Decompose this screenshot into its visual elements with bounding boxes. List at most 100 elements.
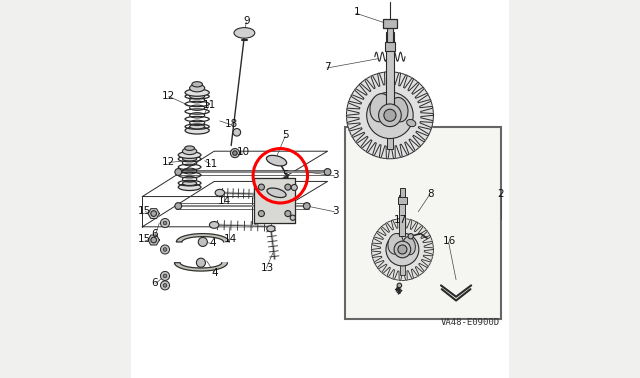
Text: 4: 4 xyxy=(212,268,218,278)
Circle shape xyxy=(290,215,296,220)
Bar xyxy=(387,26,393,42)
Ellipse shape xyxy=(179,184,201,191)
Bar xyxy=(399,195,405,236)
Circle shape xyxy=(151,211,157,216)
Text: 5: 5 xyxy=(283,130,289,140)
Circle shape xyxy=(371,218,433,280)
Text: 17: 17 xyxy=(394,215,408,225)
Circle shape xyxy=(161,245,170,254)
Circle shape xyxy=(163,274,167,278)
Text: 3: 3 xyxy=(332,206,339,216)
Circle shape xyxy=(408,234,413,239)
Circle shape xyxy=(230,149,239,158)
Circle shape xyxy=(398,245,407,254)
Polygon shape xyxy=(148,235,159,245)
Text: 18: 18 xyxy=(225,119,239,129)
Ellipse shape xyxy=(267,188,286,198)
Text: 8: 8 xyxy=(427,189,434,199)
Ellipse shape xyxy=(403,237,415,255)
Ellipse shape xyxy=(185,146,195,150)
Bar xyxy=(398,197,407,204)
Circle shape xyxy=(161,281,170,290)
Ellipse shape xyxy=(266,155,287,166)
Text: 12: 12 xyxy=(161,91,175,101)
Polygon shape xyxy=(177,234,229,242)
Polygon shape xyxy=(175,263,227,271)
Circle shape xyxy=(259,184,264,190)
Circle shape xyxy=(151,237,157,243)
Ellipse shape xyxy=(185,89,209,96)
Ellipse shape xyxy=(234,28,255,38)
Text: 14: 14 xyxy=(223,234,237,244)
Bar xyxy=(386,32,394,115)
Ellipse shape xyxy=(179,152,201,158)
Circle shape xyxy=(259,211,264,217)
Ellipse shape xyxy=(189,84,205,92)
Circle shape xyxy=(233,129,241,136)
Ellipse shape xyxy=(209,222,219,228)
Text: 1: 1 xyxy=(353,8,360,17)
Bar xyxy=(400,249,404,275)
Text: 10: 10 xyxy=(237,147,250,157)
Circle shape xyxy=(291,184,298,191)
Circle shape xyxy=(394,241,411,258)
Circle shape xyxy=(163,248,167,251)
Text: 12: 12 xyxy=(161,157,175,167)
Polygon shape xyxy=(371,218,433,280)
Circle shape xyxy=(303,203,310,209)
Circle shape xyxy=(285,211,291,217)
Ellipse shape xyxy=(215,189,225,196)
Text: 2: 2 xyxy=(497,189,504,199)
Polygon shape xyxy=(254,178,296,223)
Ellipse shape xyxy=(406,119,416,127)
Polygon shape xyxy=(148,209,159,218)
Ellipse shape xyxy=(189,124,205,129)
Ellipse shape xyxy=(185,127,209,134)
Bar xyxy=(400,188,404,197)
Ellipse shape xyxy=(370,94,391,122)
Text: 11: 11 xyxy=(205,159,218,169)
Ellipse shape xyxy=(182,181,196,186)
Circle shape xyxy=(233,151,237,155)
Bar xyxy=(387,115,393,149)
Ellipse shape xyxy=(192,82,202,87)
Ellipse shape xyxy=(267,226,275,232)
Circle shape xyxy=(198,237,207,246)
Polygon shape xyxy=(346,72,433,159)
Text: 7: 7 xyxy=(324,62,331,72)
Circle shape xyxy=(384,109,396,121)
Text: 16: 16 xyxy=(443,236,456,246)
Circle shape xyxy=(324,169,331,175)
Text: 6: 6 xyxy=(152,278,158,288)
Text: 6: 6 xyxy=(152,229,158,239)
Circle shape xyxy=(163,221,167,225)
Text: 5: 5 xyxy=(283,170,289,180)
Ellipse shape xyxy=(182,148,196,155)
Text: 3: 3 xyxy=(332,170,339,180)
Text: 15: 15 xyxy=(138,206,151,216)
Circle shape xyxy=(163,284,167,287)
Text: 14: 14 xyxy=(218,197,231,206)
Circle shape xyxy=(175,169,182,175)
Circle shape xyxy=(161,271,170,280)
Circle shape xyxy=(285,184,291,190)
Bar xyxy=(383,19,397,28)
Bar xyxy=(385,42,396,51)
Ellipse shape xyxy=(391,98,408,122)
Circle shape xyxy=(367,92,413,139)
Text: 13: 13 xyxy=(260,263,274,273)
Circle shape xyxy=(379,104,401,127)
Bar xyxy=(344,127,502,319)
Text: 4: 4 xyxy=(210,238,216,248)
Text: VA48-E0900D: VA48-E0900D xyxy=(440,318,500,327)
Circle shape xyxy=(397,283,402,288)
Circle shape xyxy=(386,233,419,266)
Circle shape xyxy=(196,258,205,267)
Ellipse shape xyxy=(182,156,196,161)
Text: 9: 9 xyxy=(244,16,250,26)
Ellipse shape xyxy=(189,94,205,99)
Text: 11: 11 xyxy=(203,100,216,110)
Circle shape xyxy=(346,72,433,159)
Ellipse shape xyxy=(388,234,403,254)
Circle shape xyxy=(161,218,170,228)
